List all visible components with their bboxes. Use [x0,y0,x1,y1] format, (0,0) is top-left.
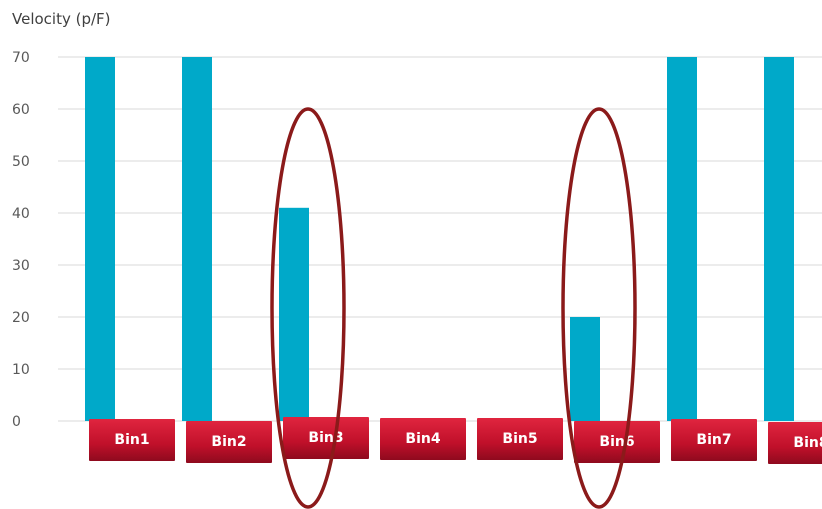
y-tick-label: 50 [12,154,30,170]
bar-bin6 [570,317,600,421]
highlight-ellipses [270,107,637,509]
y-axis-label: Velocity (p/F) [12,10,111,28]
y-tick-label: 60 [12,102,30,118]
highlight-ellipse-bin6 [561,107,637,509]
bar-bin8 [764,57,794,421]
category-label: Bin8 [793,435,822,451]
y-tick-label: 70 [12,50,30,66]
category-label-box [574,421,660,463]
y-tick-labels: 0 10 20 30 40 50 60 70 [12,50,30,430]
category-label: Bin2 [211,434,246,450]
y-tick-label: 30 [12,258,30,274]
y-tick-label: 40 [12,206,30,222]
category-label: Bin4 [405,431,440,447]
category-label-box [671,419,757,461]
bar-bin1 [85,57,115,421]
y-tick-label: 0 [12,414,21,430]
category-label-box [380,418,466,460]
category-label-box [768,422,822,464]
category-label: Bin5 [502,431,537,447]
y-tick-label: 10 [12,362,30,378]
category-label: Bin7 [696,432,731,448]
category-label-box [89,419,175,461]
category-label: Bin6 [599,434,634,450]
category-labels: Bin1 Bin2 Bin3 Bin4 Bin5 Bin6 Bin7 Bin8 [89,417,822,464]
bars [85,57,794,421]
category-label: Bin3 [308,430,343,446]
category-label: Bin1 [114,432,149,448]
gridlines [58,56,822,422]
bar-bin3 [279,207,309,421]
y-tick-label: 20 [12,310,30,326]
category-label-box [283,417,369,459]
category-label-box [186,421,272,463]
category-label-box [477,418,563,460]
bar-bin7 [667,57,697,421]
bar-bin2 [182,57,212,421]
highlight-ellipse-bin3 [270,107,346,509]
